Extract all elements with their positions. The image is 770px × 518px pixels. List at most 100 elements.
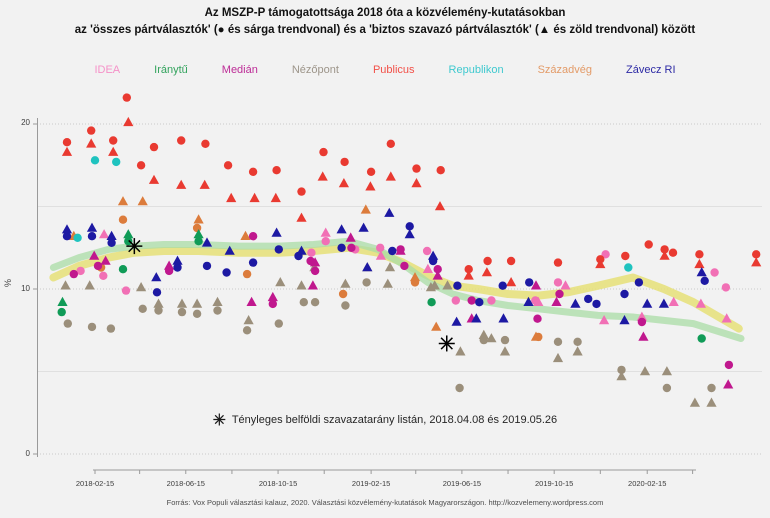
point-triangle-Závecz RI xyxy=(271,227,282,237)
asterisk-line xyxy=(128,239,141,253)
point-circle-Závecz RI xyxy=(584,294,593,304)
point-triangle-Publicus xyxy=(463,270,474,280)
point-circle-Publicus xyxy=(122,93,131,102)
point-circle-Závecz RI xyxy=(475,298,484,307)
point-circle-Publicus xyxy=(223,161,233,170)
point-triangle-Medián xyxy=(246,296,257,306)
point-triangle-Medián xyxy=(307,280,318,290)
point-circle-Nézőpont xyxy=(274,319,283,328)
y-tick-0: 0 xyxy=(25,449,30,458)
point-triangle-Závecz RI xyxy=(172,255,183,265)
actual-result-marker xyxy=(126,238,143,255)
point-circle-Nézőpont xyxy=(106,324,116,333)
point-triangle-Századvég xyxy=(137,196,148,206)
point-triangle-Závecz RI xyxy=(336,224,347,234)
point-circle-IDEA xyxy=(376,243,385,252)
point-triangle-Iránytű xyxy=(123,229,134,239)
point-circle-IDEA xyxy=(721,283,731,292)
point-triangle-Nézőpont xyxy=(192,298,203,308)
point-circle-IDEA xyxy=(553,278,563,287)
point-circle-Nézőpont xyxy=(500,335,510,345)
point-triangle-Publicus xyxy=(270,192,281,203)
point-triangle-Nézőpont xyxy=(429,280,440,290)
point-triangle-Závecz RI xyxy=(358,222,369,232)
point-circle-Závecz RI xyxy=(152,288,162,297)
point-circle-Iránytű xyxy=(194,237,203,246)
point-triangle-Publicus xyxy=(481,267,492,277)
chart-title-line2: az 'összes pártválasztók' (● és sárga tr… xyxy=(74,24,696,36)
point-triangle-Nézőpont xyxy=(455,346,466,356)
point-triangle-Závecz RI xyxy=(428,250,439,260)
point-triangle-Nézőpont xyxy=(478,329,489,339)
x-tick-label: 2020-02-15 xyxy=(628,479,667,488)
point-triangle-Századvég xyxy=(409,272,421,282)
point-triangle-Publicus xyxy=(365,181,376,191)
point-triangle-Závecz RI xyxy=(224,245,235,255)
point-circle-Publicus xyxy=(62,138,72,147)
point-circle-IDEA xyxy=(121,286,131,295)
point-circle-Publicus xyxy=(506,256,516,266)
point-circle-Závecz RI xyxy=(62,232,72,241)
point-triangle-Nézőpont xyxy=(243,315,254,325)
point-circle-Publicus xyxy=(177,136,186,145)
point-circle-Medián xyxy=(268,299,277,309)
point-circle-Publicus xyxy=(319,147,328,157)
point-circle-Nézőpont xyxy=(455,383,464,393)
point-circle-Publicus xyxy=(87,126,96,135)
point-triangle-IDEA xyxy=(422,263,433,273)
point-circle-Závecz RI xyxy=(202,261,212,271)
point-circle-Nézőpont xyxy=(138,304,147,313)
point-circle-Nézőpont xyxy=(617,365,626,375)
point-triangle-Publicus xyxy=(595,258,606,269)
point-circle-Publicus xyxy=(553,258,563,267)
point-circle-Publicus xyxy=(109,136,118,145)
point-circle-Nézőpont xyxy=(154,306,163,315)
point-circle-Publicus xyxy=(436,166,445,175)
point-triangle-Závecz RI xyxy=(451,316,462,326)
point-triangle-Závecz RI xyxy=(404,229,415,239)
legend-item-Republikon: Republikon xyxy=(448,64,504,76)
point-circle-Závecz RI xyxy=(592,299,601,309)
point-circle-Závecz RI xyxy=(700,276,709,285)
point-circle-Medián xyxy=(400,261,409,271)
point-triangle-Publicus xyxy=(123,116,134,127)
point-circle-Publicus xyxy=(248,167,258,176)
point-circle-Závecz RI xyxy=(453,281,462,290)
point-triangle-Századvég xyxy=(530,331,542,341)
point-circle-Publicus xyxy=(752,250,761,259)
point-circle-Medián xyxy=(724,360,734,370)
actual-result-annotation: Tényleges belföldi szavazatarány listán,… xyxy=(213,413,557,426)
point-triangle-Publicus xyxy=(61,146,73,156)
point-triangle-Závecz RI xyxy=(296,245,307,255)
y-tick-10: 10 xyxy=(21,284,30,293)
point-circle-Medián xyxy=(310,266,320,276)
annotation-text: Tényleges belföldi szavazatarány listán,… xyxy=(231,413,558,426)
point-circle-Medián xyxy=(555,289,564,299)
point-triangle-IDEA xyxy=(695,298,706,308)
point-circle-Publicus xyxy=(660,245,669,254)
point-triangle-Medián xyxy=(432,270,443,280)
point-triangle-Publicus xyxy=(86,138,97,148)
point-circle-Iránytű xyxy=(427,298,436,307)
point-triangle-Závecz RI xyxy=(61,224,73,234)
point-triangle-Nézőpont xyxy=(153,298,164,308)
point-circle-Publicus xyxy=(136,161,146,170)
legend-item-Iránytű: Iránytű xyxy=(154,64,188,76)
point-circle-Publicus xyxy=(695,250,704,259)
point-circle-Nézőpont xyxy=(177,307,187,317)
point-triangle-Nézőpont xyxy=(486,333,497,343)
point-triangle-Századvég xyxy=(117,196,129,206)
point-triangle-Nézőpont xyxy=(706,397,717,407)
point-circle-Nézőpont xyxy=(573,337,582,346)
legend-item-Publicus: Publicus xyxy=(372,64,415,76)
point-circle-Nézőpont xyxy=(87,322,97,332)
point-triangle-Nézőpont xyxy=(296,280,307,290)
point-triangle-Závecz RI xyxy=(523,296,534,306)
point-circle-Nézőpont xyxy=(362,278,371,287)
point-triangle-Publicus xyxy=(338,178,349,188)
point-triangle-Századvég xyxy=(360,204,371,214)
point-triangle-Závecz RI xyxy=(86,222,98,232)
point-triangle-Századvég xyxy=(240,230,251,240)
point-circle-Medián xyxy=(467,296,476,305)
point-triangle-Publicus xyxy=(226,192,237,203)
